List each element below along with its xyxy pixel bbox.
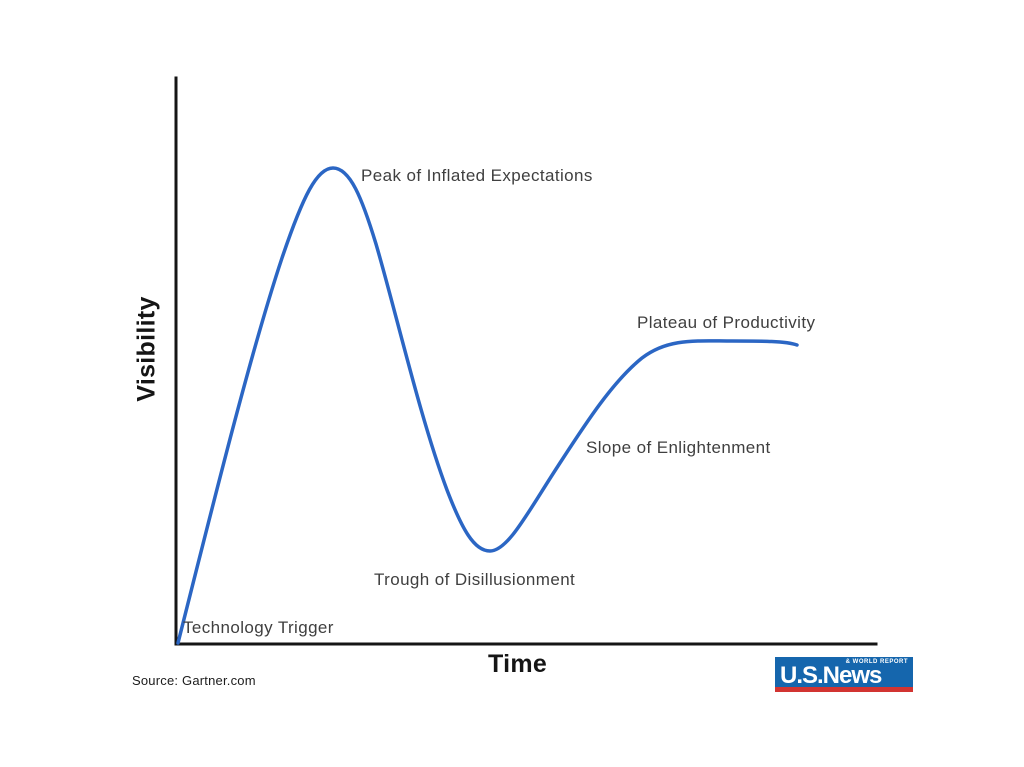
usnews-logo-tagline: & WORLD REPORT: [845, 659, 908, 665]
axes-lines: [174, 76, 878, 646]
y-axis-label: Visibility: [132, 296, 161, 402]
usnews-logo: & WORLD REPORT U.S.News: [775, 657, 913, 692]
annotation-peak-of-inflated-expectations: Peak of Inflated Expectations: [361, 166, 593, 185]
annotation-trough-of-disillusionment: Trough of Disillusionment: [374, 570, 576, 589]
annotation-technology-trigger: Technology Trigger: [183, 618, 334, 637]
source-attribution: Source: Gartner.com: [132, 673, 256, 688]
x-axis-label: Time: [488, 650, 548, 678]
annotation-plateau-of-productivity: Plateau of Productivity: [637, 313, 816, 332]
annotation-slope-of-enlightenment: Slope of Enlightenment: [586, 438, 771, 457]
usnews-logo-wordmark: U.S.News: [780, 662, 882, 689]
hype-curve: [176, 166, 799, 645]
usnews-logo-red-bar: [775, 687, 913, 692]
